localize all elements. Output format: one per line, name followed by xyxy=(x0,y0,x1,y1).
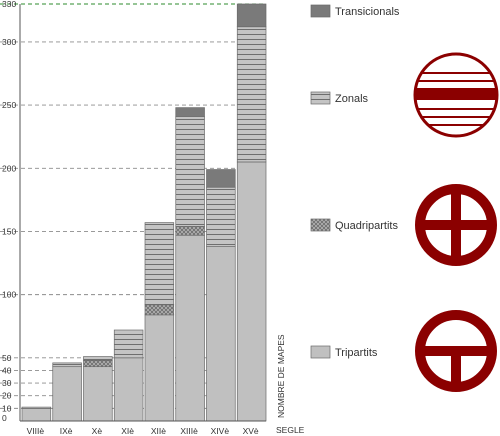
bar-segment xyxy=(83,356,113,361)
legend: Transicionals Zonals Quadripartits Triparti… xyxy=(310,4,400,359)
y-tick-label: 10 xyxy=(2,403,12,413)
bar-segment xyxy=(144,222,175,306)
x-tick-label: IXè xyxy=(60,426,73,436)
bar-segment xyxy=(175,226,205,236)
bar-segment xyxy=(175,234,205,422)
legend-swatch xyxy=(310,345,331,359)
bar-segment xyxy=(144,314,175,422)
bar-segment xyxy=(144,304,175,316)
x-tick-label: VIIIè xyxy=(27,426,45,436)
y-tick-label: 40 xyxy=(2,365,12,375)
bar-segment xyxy=(175,116,205,227)
y-tick-label: 20 xyxy=(2,391,12,401)
legend-swatch xyxy=(310,218,331,232)
bar-segment xyxy=(206,246,236,422)
bar-segment xyxy=(113,357,144,422)
quadripartite-map-icon xyxy=(415,184,497,266)
x-tick-label: XVè xyxy=(243,426,259,436)
bar-segment xyxy=(21,406,52,409)
axes xyxy=(19,4,266,422)
legend-label: Zonals xyxy=(335,93,369,105)
x-tick-label: XIVè xyxy=(211,426,230,436)
bar-segment xyxy=(206,186,236,247)
bar-segment xyxy=(21,408,52,422)
bar-segment xyxy=(83,359,113,368)
bar-segment xyxy=(236,161,267,422)
bar-segment xyxy=(83,366,113,422)
bar-segment xyxy=(236,26,267,163)
bar-segment xyxy=(206,169,236,188)
legend-swatch xyxy=(310,91,331,105)
y-tick-label: 150 xyxy=(2,226,16,236)
y-tick-label: 30 xyxy=(2,378,12,388)
x-tick-label: XIè xyxy=(121,426,134,436)
y-axis-title: NOMBRE DE MAPES xyxy=(276,334,286,418)
y-tick-label: 200 xyxy=(2,163,16,173)
x-tick-label: XIIIè xyxy=(180,426,198,436)
y-tick-label: 330 xyxy=(2,0,16,9)
x-tick-label: XIIè xyxy=(151,426,166,436)
legend-label: Quadripartits xyxy=(335,220,398,232)
bar-segment xyxy=(113,329,144,359)
bar-segment xyxy=(236,3,267,28)
y-tick-label: 100 xyxy=(2,290,16,300)
map-symbols xyxy=(413,52,499,392)
y-tick-label: 300 xyxy=(2,37,16,47)
x-axis-title: SEGLE xyxy=(276,425,305,435)
y-tick-label: 50 xyxy=(2,353,12,363)
bar-segment xyxy=(52,362,82,368)
bar-segment xyxy=(52,366,82,422)
bars xyxy=(21,3,267,422)
y-tick-label: 0 xyxy=(2,413,7,423)
legend-label: Transicionals xyxy=(335,6,400,18)
y-tick-label: 250 xyxy=(2,100,16,110)
bar-segment xyxy=(175,107,205,117)
x-tick-label: Xè xyxy=(92,426,103,436)
tripartite-map-icon xyxy=(415,310,497,392)
legend-swatch xyxy=(310,4,331,18)
zonal-map-icon xyxy=(413,52,499,138)
legend-label: Tripartits xyxy=(335,347,378,359)
tick-labels: 010 20 30 40 50 100 150 200 250 300 330 VIIIè IXè Xè X… xyxy=(2,0,259,436)
